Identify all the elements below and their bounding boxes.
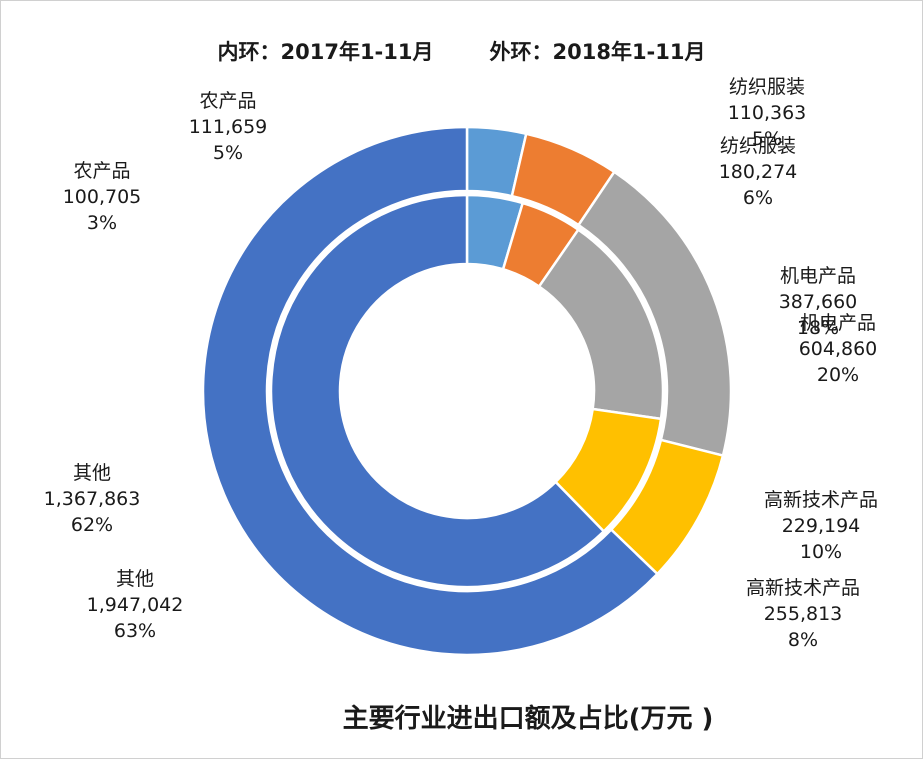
label-inner-hitech: 高新技术产品 229,194 10% [746,487,896,565]
label-percent: 20% [816,364,860,386]
outer-ring-caption: 外环：2018年1-11月 [489,40,706,64]
label-inner-textile: 纺织服装 110,363 5% [705,74,829,152]
label-category: 高新技术产品 [763,489,878,511]
label-value: 100,705 [62,186,142,208]
label-value: 255,813 [763,603,843,625]
label-value: 111,659 [188,116,268,138]
label-percent: 5% [212,142,244,164]
inner-ring-caption: 内环：2017年1-11月 [217,40,434,64]
label-inner-agri: 农产品 100,705 3% [40,158,164,236]
label-value: 110,363 [727,102,807,124]
outer-ring-slice-other [201,125,659,657]
label-category: 纺织服装 [728,76,805,98]
label-value: 1,367,863 [43,488,141,510]
label-percent: 63% [113,620,157,642]
label-category: 其他 [115,568,154,590]
inner-ring-slice-other [269,193,606,589]
ring-legend: 内环：2017年1-11月 外环：2018年1-11月 [0,36,923,66]
label-outer-electro: 机电产品 604,860 20% [776,310,900,388]
label-percent: 3% [86,212,118,234]
label-inner-electro: 机电产品 387,660 18% [756,263,880,341]
label-percent: 18% [796,317,840,339]
label-category: 高新技术产品 [745,577,860,599]
label-percent: 62% [70,514,114,536]
label-percent: 6% [742,187,774,209]
label-inner-other: 其他 1,367,863 62% [30,460,154,538]
label-outer-agri: 农产品 111,659 5% [166,88,290,166]
label-percent: 5% [751,128,783,150]
label-category: 其他 [72,462,111,484]
label-category: 农产品 [73,160,131,182]
label-value: 387,660 [778,291,858,313]
label-percent: 8% [787,629,819,651]
label-outer-hitech: 高新技术产品 255,813 8% [728,575,878,653]
label-category: 机电产品 [799,312,876,334]
label-category: 农产品 [199,90,257,112]
label-value: 229,194 [781,515,861,537]
label-category: 机电产品 [779,265,856,287]
label-value: 180,274 [718,161,798,183]
label-category: 纺织服装 [719,135,796,157]
label-percent: 10% [799,541,843,563]
label-outer-textile: 纺织服装 180,274 6% [696,133,820,211]
label-value: 604,860 [798,338,878,360]
label-outer-other: 其他 1,947,042 63% [60,566,210,644]
label-value: 1,947,042 [86,594,184,616]
chart-title: 主要行业进出口额及占比(万元 ) [342,704,714,734]
